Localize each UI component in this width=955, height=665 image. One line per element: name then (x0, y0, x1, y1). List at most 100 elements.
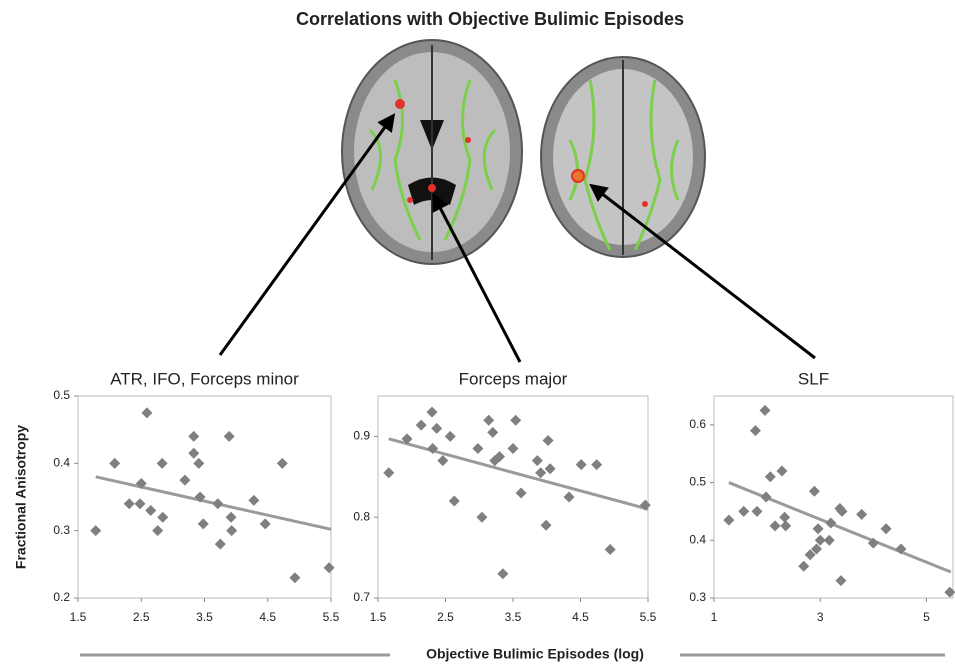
data-point (226, 512, 237, 523)
data-point (770, 520, 781, 531)
data-point (809, 486, 820, 497)
data-point (157, 458, 168, 469)
data-point (591, 459, 602, 470)
x-tick-label: 4.5 (572, 610, 589, 624)
brain-axial-1 (342, 40, 522, 264)
trend-line (389, 439, 648, 509)
data-point (508, 443, 519, 454)
data-point (224, 431, 235, 442)
data-point (543, 435, 554, 446)
x-tick-label: 4.5 (259, 610, 276, 624)
y-tick-label: 0.4 (53, 456, 70, 470)
data-point (564, 492, 575, 503)
data-point (179, 475, 190, 486)
data-point (576, 459, 587, 470)
data-point (510, 415, 521, 426)
data-point (476, 512, 487, 523)
data-point (487, 427, 498, 438)
plot-title: Forceps major (459, 369, 568, 388)
x-axis-label: Objective Bulimic Episodes (log) (426, 646, 644, 662)
data-point (277, 458, 288, 469)
x-tick-label: 1.5 (70, 610, 87, 624)
data-point (835, 575, 846, 586)
data-point (124, 498, 135, 509)
data-point (541, 520, 552, 531)
data-point (416, 420, 427, 431)
data-point (750, 425, 761, 436)
data-point (545, 463, 556, 474)
y-tick-label: 0.5 (689, 475, 706, 489)
plot-title: SLF (798, 369, 829, 388)
y-tick-label: 0.5 (53, 388, 70, 402)
data-point (723, 515, 734, 526)
data-point (765, 471, 776, 482)
figure: Correlations with Objective Bulimic Epis… (0, 0, 955, 665)
x-tick-label: 5.5 (323, 610, 340, 624)
figure-title: Correlations with Objective Bulimic Epis… (296, 9, 684, 29)
data-point (738, 506, 749, 517)
data-point (449, 496, 460, 507)
data-point (260, 518, 271, 529)
y-tick-label: 0.3 (689, 590, 706, 604)
data-point (532, 455, 543, 466)
data-point (324, 562, 335, 573)
x-tick-label: 3.5 (196, 610, 213, 624)
x-tick-label: 3.5 (505, 610, 522, 624)
y-tick-label: 0.7 (353, 590, 370, 604)
data-point (780, 520, 791, 531)
data-point (431, 423, 442, 434)
data-point (427, 407, 438, 418)
data-point (193, 458, 204, 469)
data-point (215, 539, 226, 550)
data-point (798, 561, 809, 572)
data-point (605, 544, 616, 555)
y-tick-label: 0.8 (353, 509, 370, 523)
data-point (779, 512, 790, 523)
data-point (437, 455, 448, 466)
data-point (90, 525, 101, 536)
y-tick-label: 0.2 (53, 590, 70, 604)
data-point (472, 443, 483, 454)
x-tick-label: 3 (817, 610, 824, 624)
y-axis-label: Fractional Anisotropy (13, 425, 29, 569)
data-point (109, 458, 120, 469)
data-point (145, 505, 156, 516)
x-tick-label: 2.5 (437, 610, 454, 624)
data-point (157, 512, 168, 523)
data-point (198, 518, 209, 529)
data-point (141, 407, 152, 418)
data-point (188, 431, 199, 442)
x-tick-label: 5.5 (640, 610, 657, 624)
data-point (759, 405, 770, 416)
data-point (212, 498, 223, 509)
data-point (856, 509, 867, 520)
y-tick-label: 0.3 (53, 523, 70, 537)
data-point (445, 431, 456, 442)
y-tick-label: 0.4 (689, 532, 706, 546)
data-point (188, 448, 199, 459)
plot-frame (714, 396, 953, 598)
data-point (761, 492, 772, 503)
x-tick-label: 2.5 (133, 610, 150, 624)
data-point (383, 467, 394, 478)
data-point (813, 523, 824, 534)
data-point (516, 487, 527, 498)
y-tick-label: 0.6 (689, 417, 706, 431)
data-point (535, 467, 546, 478)
data-point (226, 525, 237, 536)
data-point (152, 525, 163, 536)
brain-axial-2 (541, 57, 705, 257)
plot-title: ATR, IFO, Forceps minor (110, 369, 299, 388)
x-tick-label: 1 (711, 610, 718, 624)
y-tick-label: 0.9 (353, 429, 370, 443)
data-point (497, 568, 508, 579)
data-point (640, 500, 651, 511)
data-point (483, 415, 494, 426)
data-point (752, 506, 763, 517)
data-point (134, 498, 145, 509)
data-point (289, 572, 300, 583)
data-point (824, 535, 835, 546)
x-tick-label: 5 (923, 610, 930, 624)
data-point (776, 466, 787, 477)
x-tick-label: 1.5 (370, 610, 387, 624)
